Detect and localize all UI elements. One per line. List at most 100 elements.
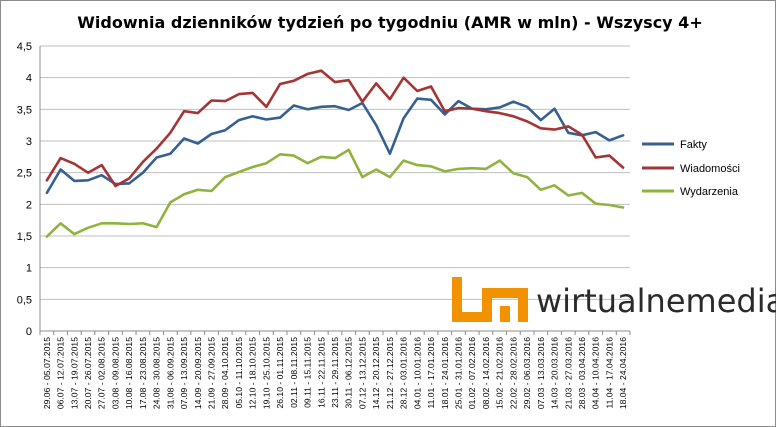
data-point	[142, 161, 144, 163]
data-point	[279, 116, 281, 119]
data-point	[73, 233, 76, 235]
data-point	[375, 168, 377, 171]
data-point	[567, 194, 570, 197]
data-point	[87, 226, 89, 229]
data-point	[320, 156, 323, 158]
data-point	[485, 168, 487, 170]
data-point	[416, 90, 419, 92]
x-tick-label: 14.03 - 20.03.2016	[550, 337, 560, 409]
x-tick-label: 21.12 - 27.12.2015	[385, 337, 395, 409]
data-point	[238, 119, 240, 121]
data-point	[100, 164, 103, 166]
x-tick-label: 03.08 - 09.08.2015	[110, 337, 120, 409]
x-tick-label: 29.06 - 05.07.2015	[42, 337, 52, 409]
data-point	[293, 154, 295, 157]
x-tick-label: 27.07 - 02.08.2015	[97, 337, 107, 409]
data-point	[169, 131, 172, 134]
data-point	[128, 223, 130, 225]
x-tick-label: 11.01 - 17.01.2016	[426, 337, 436, 409]
data-point	[320, 106, 323, 108]
data-point	[389, 152, 391, 155]
data-point	[347, 109, 350, 111]
series-line-wydarzenia	[45, 148, 625, 238]
data-point	[169, 201, 172, 204]
data-point	[389, 176, 391, 178]
data-point	[183, 193, 185, 195]
data-point	[457, 100, 460, 102]
data-point	[183, 110, 185, 113]
data-point	[59, 222, 62, 225]
data-point	[59, 157, 62, 159]
data-point	[251, 115, 254, 118]
data-point	[87, 179, 89, 182]
data-point	[128, 182, 130, 185]
data-point	[416, 97, 419, 100]
x-tick-label: 18.04 - 24.04.2016	[618, 337, 628, 409]
x-tick-label: 02.11 - 08.11.2015	[289, 337, 299, 408]
y-tick-label: 2	[26, 199, 32, 211]
y-tick-label: 1,5	[17, 231, 32, 243]
data-point	[526, 176, 528, 178]
data-point	[265, 106, 268, 108]
data-point	[306, 73, 309, 75]
data-point	[540, 127, 542, 130]
data-point	[251, 92, 254, 94]
x-axis: 29.06 - 05.07.2015 06.07 - 12.07.2015 13.0…	[39, 331, 631, 409]
data-point	[375, 124, 377, 126]
data-point	[238, 171, 240, 173]
data-point	[238, 93, 240, 95]
data-point	[581, 192, 583, 194]
x-tick-label: 22.02 - 28.02.2016	[508, 337, 518, 409]
series-lines	[45, 69, 625, 238]
data-point	[59, 168, 62, 171]
data-point	[142, 171, 144, 174]
data-point	[608, 139, 611, 142]
legend-label: Fakty	[680, 139, 707, 151]
data-point	[293, 104, 295, 107]
y-tick-label: 3,5	[17, 104, 32, 116]
data-point	[334, 157, 336, 159]
x-tick-label: 14.12 - 20.12.2015	[371, 337, 381, 409]
data-point	[224, 176, 227, 178]
logo-text: wirtualnemedia.pl	[536, 282, 776, 320]
data-point	[608, 204, 611, 206]
x-tick-label: 28.12 - 03.01.2016	[399, 337, 409, 409]
data-point	[46, 235, 48, 238]
data-point	[251, 166, 254, 168]
data-point	[471, 167, 474, 170]
data-point	[594, 156, 597, 159]
data-point	[457, 107, 460, 109]
x-tick-label: 07.03 - 13.03.2016	[536, 337, 546, 409]
data-point	[183, 137, 185, 140]
legend-label: Wiadomości	[680, 163, 740, 175]
data-point	[155, 156, 158, 159]
data-point	[498, 112, 501, 114]
data-point	[265, 162, 268, 164]
data-point	[512, 115, 515, 118]
data-point	[142, 222, 144, 225]
x-tick-label: 10.08 - 16.08.2015	[124, 337, 134, 409]
x-tick-label: 26.10 - 01.11.2015	[275, 337, 285, 409]
data-point	[73, 180, 76, 182]
data-point	[334, 105, 336, 107]
data-point	[540, 188, 542, 191]
data-point	[622, 134, 624, 137]
legend-label: Wydarzenia	[680, 186, 739, 198]
data-point	[581, 133, 583, 136]
data-point	[498, 106, 501, 109]
x-tick-label: 23.11 - 29.11.2015	[330, 337, 340, 408]
y-tick-label: 0	[26, 326, 32, 338]
logo: wirtualnemedia.pl	[452, 277, 776, 322]
x-tick-label: 28.03 - 03.04.2016	[577, 337, 587, 409]
data-point	[196, 142, 199, 145]
x-tick-label: 20.07 - 26.07.2015	[83, 337, 93, 409]
x-tick-label: 13.07 - 19.07.2015	[69, 337, 79, 409]
data-point	[196, 112, 199, 114]
data-point	[567, 131, 570, 134]
data-point	[402, 76, 405, 79]
data-point	[347, 79, 350, 81]
data-point	[46, 179, 48, 182]
data-point	[430, 99, 432, 101]
